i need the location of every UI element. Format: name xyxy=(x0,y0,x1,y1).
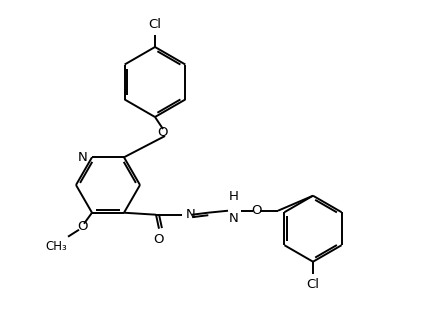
Text: O: O xyxy=(77,220,87,233)
Text: Cl: Cl xyxy=(307,278,319,291)
Text: CH₃: CH₃ xyxy=(45,240,67,253)
Text: O: O xyxy=(154,233,164,246)
Text: H: H xyxy=(229,190,239,203)
Text: O: O xyxy=(251,204,261,217)
Text: Cl: Cl xyxy=(148,18,162,31)
Text: N: N xyxy=(186,208,196,221)
Text: N: N xyxy=(229,212,239,225)
Text: O: O xyxy=(158,127,168,140)
Text: N: N xyxy=(78,151,88,164)
